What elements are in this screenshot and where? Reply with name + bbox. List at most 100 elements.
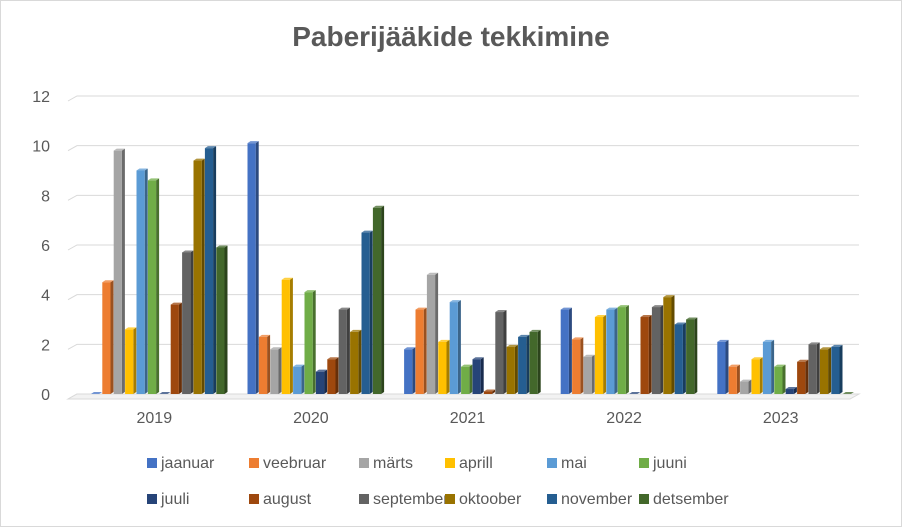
bar-top bbox=[529, 329, 541, 332]
bar bbox=[415, 307, 427, 394]
bar-side bbox=[457, 300, 461, 394]
bar-side bbox=[492, 389, 496, 394]
bar bbox=[315, 369, 328, 394]
bar-side bbox=[694, 317, 698, 394]
x-tick-label: 2019 bbox=[137, 410, 173, 427]
bar-side bbox=[514, 344, 518, 394]
bar-side bbox=[289, 277, 293, 394]
bar bbox=[426, 272, 439, 394]
bar bbox=[247, 141, 259, 394]
bar-front bbox=[136, 170, 145, 394]
bar-front bbox=[247, 143, 256, 394]
legend-label: veebruar bbox=[263, 455, 327, 472]
bar bbox=[572, 337, 584, 394]
bar-front bbox=[293, 366, 302, 394]
bar-front bbox=[572, 339, 581, 394]
bar-top bbox=[506, 344, 518, 347]
bar-top bbox=[426, 272, 439, 275]
bar-top bbox=[170, 302, 182, 305]
bar-top bbox=[717, 339, 729, 342]
bar bbox=[372, 205, 385, 394]
legend-label: mai bbox=[561, 455, 587, 472]
bar-side bbox=[580, 337, 584, 394]
bar-top bbox=[113, 148, 125, 151]
bar-front bbox=[113, 150, 122, 394]
bar bbox=[102, 280, 114, 394]
bar-top bbox=[483, 389, 496, 392]
bar bbox=[785, 387, 797, 394]
y-tick-label: 6 bbox=[41, 238, 50, 255]
bar-side bbox=[224, 245, 228, 394]
bar-top bbox=[415, 307, 427, 310]
legend-label: oktoober bbox=[459, 491, 522, 508]
bar-top bbox=[640, 315, 652, 318]
bar-side bbox=[671, 295, 675, 394]
bar-top bbox=[338, 307, 350, 310]
bar bbox=[762, 339, 775, 394]
bar-side bbox=[435, 272, 439, 394]
bar-front bbox=[372, 207, 382, 394]
legend-label: august bbox=[263, 491, 312, 508]
bar-top bbox=[629, 392, 641, 394]
bar bbox=[518, 334, 530, 394]
bar-top bbox=[774, 364, 786, 367]
bar-side bbox=[412, 347, 416, 394]
bar-front bbox=[338, 309, 347, 394]
bar-front bbox=[594, 317, 604, 394]
bar-side bbox=[213, 146, 217, 394]
bar-side bbox=[625, 305, 629, 394]
bar-front bbox=[125, 329, 134, 394]
bar bbox=[125, 327, 137, 394]
bar-front bbox=[774, 366, 783, 394]
bar-front bbox=[270, 349, 279, 394]
bar-top bbox=[663, 295, 675, 298]
bar bbox=[147, 178, 160, 394]
chart-title: Paberijääkide tekkimine bbox=[292, 21, 610, 52]
bar-top bbox=[216, 245, 228, 248]
bar bbox=[842, 392, 854, 394]
bar-front bbox=[819, 349, 829, 394]
bar-top bbox=[819, 347, 832, 350]
chart-floor bbox=[66, 393, 861, 400]
bar-front bbox=[193, 160, 202, 394]
bar-front bbox=[350, 331, 359, 394]
bar-top bbox=[461, 364, 473, 367]
bar-top bbox=[247, 141, 259, 144]
bar-side bbox=[782, 364, 786, 394]
bar-top bbox=[472, 357, 484, 360]
legend-swatch bbox=[359, 494, 369, 504]
legend-swatch bbox=[147, 494, 157, 504]
bar-front bbox=[182, 252, 191, 394]
bar bbox=[483, 389, 496, 394]
bar-side bbox=[793, 387, 797, 394]
bar-front bbox=[483, 391, 493, 394]
bar-top bbox=[617, 305, 629, 308]
bar-top bbox=[751, 357, 763, 360]
bar-side bbox=[267, 334, 271, 394]
bar-front bbox=[640, 317, 649, 394]
bar-front bbox=[751, 359, 760, 394]
bar-side bbox=[839, 344, 843, 394]
bar bbox=[808, 342, 820, 394]
bar-side bbox=[614, 307, 618, 394]
legend-label: märts bbox=[373, 455, 413, 472]
bar-top bbox=[90, 392, 103, 394]
bar-top bbox=[438, 339, 450, 342]
bar-top bbox=[361, 230, 373, 233]
bar bbox=[606, 307, 618, 394]
bar-side bbox=[805, 359, 809, 394]
bar-front bbox=[170, 304, 179, 394]
y-tick-label: 0 bbox=[41, 387, 50, 404]
bar-front bbox=[361, 232, 370, 394]
bar bbox=[193, 158, 205, 394]
legend-swatch bbox=[445, 494, 455, 504]
bar bbox=[136, 168, 148, 394]
bar-top bbox=[797, 359, 809, 362]
bar bbox=[159, 392, 171, 394]
bar-side bbox=[121, 148, 125, 394]
bar bbox=[594, 315, 607, 394]
y-tick-label: 10 bbox=[32, 139, 50, 156]
bar-side bbox=[190, 250, 194, 394]
